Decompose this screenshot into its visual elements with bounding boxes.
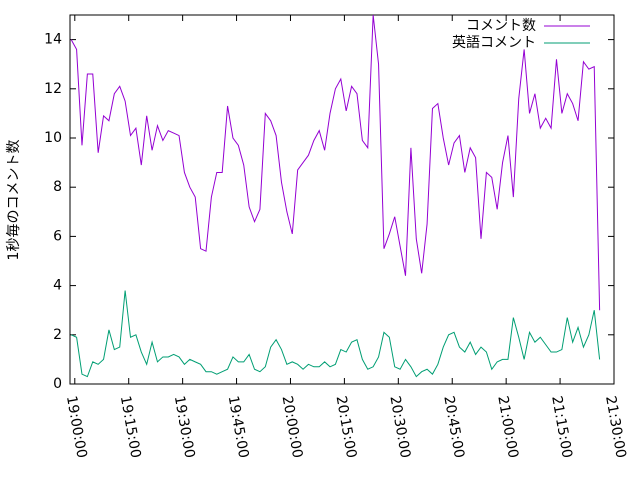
y-tick-label: 0 — [53, 376, 62, 392]
y-tick-label: 10 — [44, 130, 62, 146]
series-line — [70, 14, 601, 311]
y-axis-label: 1秒毎のコメント数 — [6, 140, 22, 261]
y-tick-label: 2 — [53, 327, 62, 343]
y-tick-label: 14 — [44, 32, 62, 48]
y-tick-label: 4 — [53, 278, 62, 294]
plot-frame — [69, 14, 615, 385]
y-tick-label: 12 — [44, 81, 62, 97]
y-tick-label: 6 — [53, 228, 62, 244]
series-line — [70, 290, 601, 378]
y-tick-label: 8 — [53, 179, 62, 195]
legend-label: コメント数 — [466, 18, 536, 34]
legend-label: 英語コメント — [452, 34, 536, 51]
